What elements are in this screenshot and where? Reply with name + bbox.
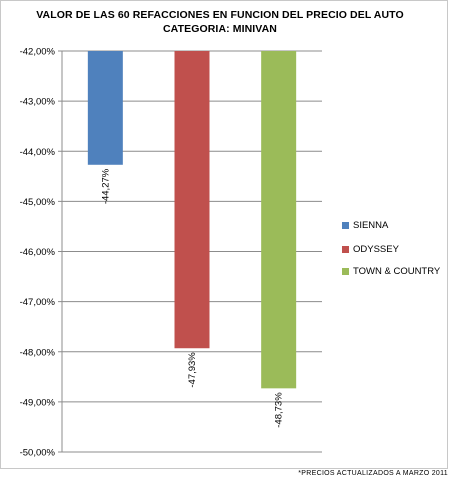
y-tick-label: -48,00% [20,347,56,358]
legend-swatch-odyssey [342,245,349,253]
bar-odyssey [174,51,210,349]
chart-subtitle: CATEGORIA: MINIVAN [163,23,277,35]
y-tick-label: -49,00% [20,397,56,408]
y-tick-label: -42,00% [20,47,56,58]
y-tick-label: -45,00% [20,197,56,208]
legend-swatch-town-country [342,267,349,275]
legend-item-sienna: SIENNA [342,219,388,231]
legend-label-sienna: SIENNA [353,219,389,231]
legend-item-odyssey: ODYSSEY [342,243,399,255]
y-tick-label: -50,00% [20,448,56,459]
plot-area: -42,00% -43,00% -44,00% -45,00% -46,00% -47,0… [20,47,322,459]
legend-swatch-sienna [342,221,349,229]
bar-town-country [261,51,297,389]
legend-label-town-country: TOWN & COUNTRY [353,265,441,277]
chart-frame [0,0,448,469]
legend-label-odyssey: ODYSSEY [353,243,399,255]
y-tick-label: -47,00% [20,297,56,308]
y-tick-label: -46,00% [20,247,56,258]
data-label-odyssey: -47,93% [187,352,198,388]
y-tick-label: -43,00% [20,97,56,108]
legend-item-town-country: TOWN & COUNTRY [342,265,440,277]
data-label-sienna: -44,27% [100,168,111,204]
footnote: *PRECIOS ACTUALIZADOS A MARZO 2011 [298,470,448,477]
data-label-town-country: -48,73% [274,392,285,428]
chart-title: VALOR DE LAS 60 REFACCIONES EN FUNCION D… [36,9,404,21]
y-tick-label: -44,00% [20,147,56,158]
bar-sienna [87,51,123,165]
